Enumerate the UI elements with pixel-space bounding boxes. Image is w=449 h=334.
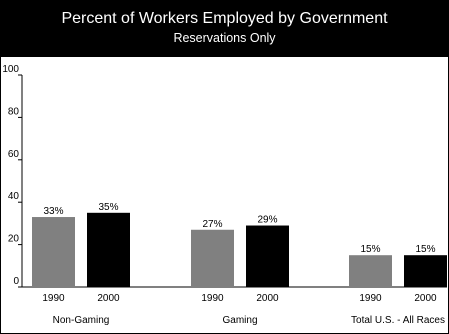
chart-title: Percent of Workers Employed by Governmen…: [61, 10, 388, 27]
x-tick-label: 1990: [359, 293, 382, 304]
x-tick-label: 1990: [42, 293, 65, 304]
data-label: 27%: [202, 219, 222, 230]
group-label: Non-Gaming: [53, 315, 110, 326]
x-tick-label: 2000: [256, 293, 279, 304]
data-label: 15%: [415, 244, 435, 255]
bar-1990: [32, 217, 75, 287]
x-tick-label: 2000: [414, 293, 437, 304]
y-tick-label: 80: [8, 106, 20, 117]
bar-2000: [246, 225, 289, 287]
bar-2000: [404, 255, 447, 287]
bar-1990: [349, 255, 392, 287]
data-label: 35%: [98, 202, 118, 213]
group-label: Total U.S. - All Races: [351, 315, 445, 326]
y-tick-label: 0: [13, 276, 19, 287]
group-label: Gaming: [222, 315, 257, 326]
y-tick-label: 60: [8, 149, 20, 160]
data-label: 15%: [360, 244, 380, 255]
chart-subtitle: Reservations Only: [173, 31, 276, 45]
title-bar: Percent of Workers Employed by Governmen…: [1, 1, 448, 57]
y-tick-label: 40: [8, 191, 20, 202]
bar-2000: [87, 212, 130, 287]
x-tick-label: 2000: [97, 293, 120, 304]
bar-1990: [191, 229, 234, 287]
data-label: 29%: [257, 215, 277, 226]
y-tick-label: 100: [2, 64, 19, 75]
y-tick-label: 20: [8, 234, 20, 245]
x-tick-label: 1990: [201, 293, 224, 304]
data-label: 33%: [43, 206, 63, 217]
